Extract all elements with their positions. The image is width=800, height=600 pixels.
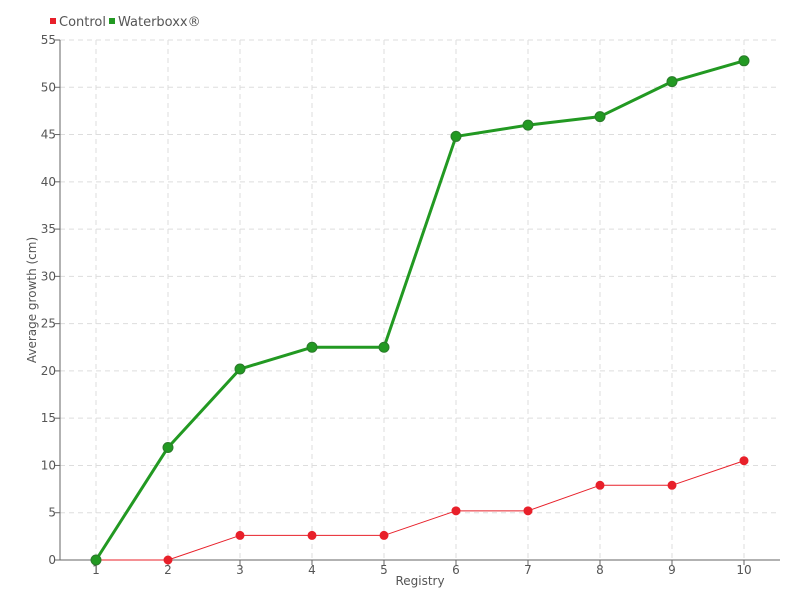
x-tick-label: 10: [736, 563, 751, 577]
data-point-waterboxx: [666, 76, 678, 88]
data-point-waterboxx: [90, 554, 102, 566]
series-layer: [90, 55, 750, 566]
x-tick-label: 6: [452, 563, 460, 577]
data-point-control: [235, 530, 245, 540]
grid: [60, 39, 780, 560]
data-point-control: [523, 506, 533, 516]
y-tick-label: 55: [41, 33, 56, 47]
legend-swatch-waterboxx: [109, 18, 115, 24]
axes: [59, 40, 780, 561]
legend-label-control[interactable]: Control: [59, 15, 106, 30]
y-tick-label: 0: [48, 553, 56, 567]
x-tick-label: 1: [92, 563, 100, 577]
y-axis-ticks: 0 5 10 15 20 25 30 35 40 45 50 55: [41, 33, 60, 567]
y-tick-label: 35: [41, 222, 56, 236]
y-tick-label: 15: [41, 411, 56, 425]
y-tick-label: 40: [41, 175, 56, 189]
legend[interactable]: Control Waterboxx®: [50, 15, 201, 30]
data-point-control: [595, 480, 605, 490]
y-tick-label: 45: [41, 128, 56, 142]
data-point-waterboxx: [522, 119, 534, 131]
x-axis-title: Registry: [395, 574, 444, 588]
y-axis-title: Average growth (cm): [25, 237, 39, 363]
x-tick-label: 4: [308, 563, 316, 577]
x-tick-label: 9: [668, 563, 676, 577]
series-line-waterboxx: [94, 59, 745, 561]
y-tick-label: 30: [41, 269, 56, 283]
y-tick-label: 20: [41, 364, 56, 378]
data-point-waterboxx: [234, 363, 246, 375]
data-point-waterboxx: [306, 341, 318, 353]
x-tick-label: 7: [524, 563, 532, 577]
data-point-waterboxx: [738, 55, 750, 67]
y-tick-label: 5: [48, 506, 56, 520]
x-tick-label: 8: [596, 563, 604, 577]
series-line-control: [96, 460, 745, 561]
y-tick-label: 50: [41, 80, 56, 94]
legend-label-waterboxx[interactable]: Waterboxx®: [118, 15, 201, 30]
data-point-control: [307, 530, 317, 540]
legend-swatch-control: [50, 18, 56, 24]
data-point-control: [667, 480, 677, 490]
x-tick-label: 5: [380, 563, 388, 577]
data-point-control: [379, 530, 389, 540]
x-tick-label: 2: [164, 563, 172, 577]
data-point-control: [451, 506, 461, 516]
data-point-control: [739, 456, 749, 466]
x-tick-label: 3: [236, 563, 244, 577]
y-tick-label: 25: [41, 317, 56, 331]
x-axis-ticks: 1 2 3 4 5 6 7 8 9 10: [92, 560, 752, 577]
y-tick-label: 10: [41, 458, 56, 472]
data-point-waterboxx: [162, 441, 174, 453]
data-point-waterboxx: [594, 111, 606, 123]
data-point-control: [163, 555, 173, 565]
data-point-waterboxx: [378, 341, 390, 353]
data-point-waterboxx: [450, 130, 462, 142]
